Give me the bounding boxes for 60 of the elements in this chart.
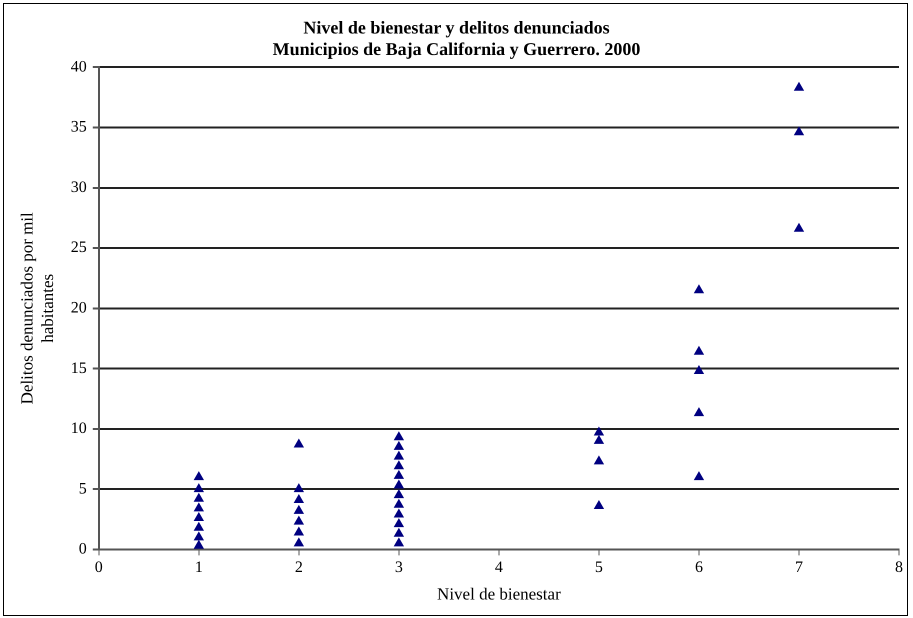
point — [594, 426, 604, 436]
point — [294, 505, 304, 514]
point — [594, 456, 604, 464]
x-tick-label: 1 — [194, 559, 203, 576]
x-axis-title: Nivel de bienestar — [437, 584, 562, 604]
point — [394, 432, 404, 440]
point — [794, 82, 804, 91]
point — [294, 439, 304, 448]
point — [194, 472, 204, 480]
point — [694, 472, 704, 480]
point — [694, 284, 704, 294]
point — [694, 346, 704, 355]
y-tick-label: 10 — [70, 420, 87, 438]
x-tick-label: 3 — [394, 559, 403, 576]
x-tick-label: 7 — [794, 559, 803, 576]
point — [194, 512, 204, 522]
x-tick-label: 4 — [494, 559, 503, 576]
y-tick-label: 15 — [70, 360, 87, 377]
x-tick-label: 6 — [694, 559, 703, 576]
point — [394, 480, 404, 489]
point — [394, 441, 404, 450]
y-axis-title: Delitos denunciados por mil habitantes — [18, 212, 58, 404]
point — [394, 499, 404, 508]
point — [594, 435, 604, 444]
x-tick-label: 5 — [594, 559, 603, 576]
y-tick-label: 40 — [70, 58, 87, 76]
point — [394, 490, 404, 498]
point — [794, 126, 804, 136]
y-tick-label: 20 — [70, 300, 87, 317]
point — [394, 518, 404, 528]
y-tick-label: 35 — [70, 118, 87, 136]
point — [294, 484, 304, 492]
point — [394, 451, 404, 460]
chart-title: Nivel de bienestar y delitos denunciados Municipios de Baja California y Guerrero. 2000 — [272, 17, 640, 60]
x-tick-label: 2 — [294, 559, 303, 576]
point — [394, 508, 404, 518]
point — [194, 540, 204, 549]
point — [294, 494, 304, 503]
point — [194, 532, 204, 540]
x-tick-label: 0 — [94, 559, 103, 576]
point — [194, 484, 204, 492]
point — [694, 365, 704, 374]
point — [194, 493, 204, 502]
y-tick-label: 25 — [70, 239, 87, 256]
point — [294, 527, 304, 536]
point — [794, 223, 804, 232]
point — [194, 522, 204, 531]
point — [194, 502, 204, 512]
x-tick-label: 8 — [895, 559, 903, 576]
point — [394, 470, 404, 479]
point — [294, 516, 304, 525]
y-tick-label: 0 — [78, 540, 87, 558]
y-tick-label: 30 — [70, 178, 87, 196]
point — [594, 500, 604, 509]
point — [294, 538, 304, 546]
point — [394, 460, 404, 470]
y-tick-label: 5 — [78, 480, 87, 498]
point — [394, 538, 404, 546]
point — [694, 408, 704, 416]
point — [394, 528, 404, 537]
